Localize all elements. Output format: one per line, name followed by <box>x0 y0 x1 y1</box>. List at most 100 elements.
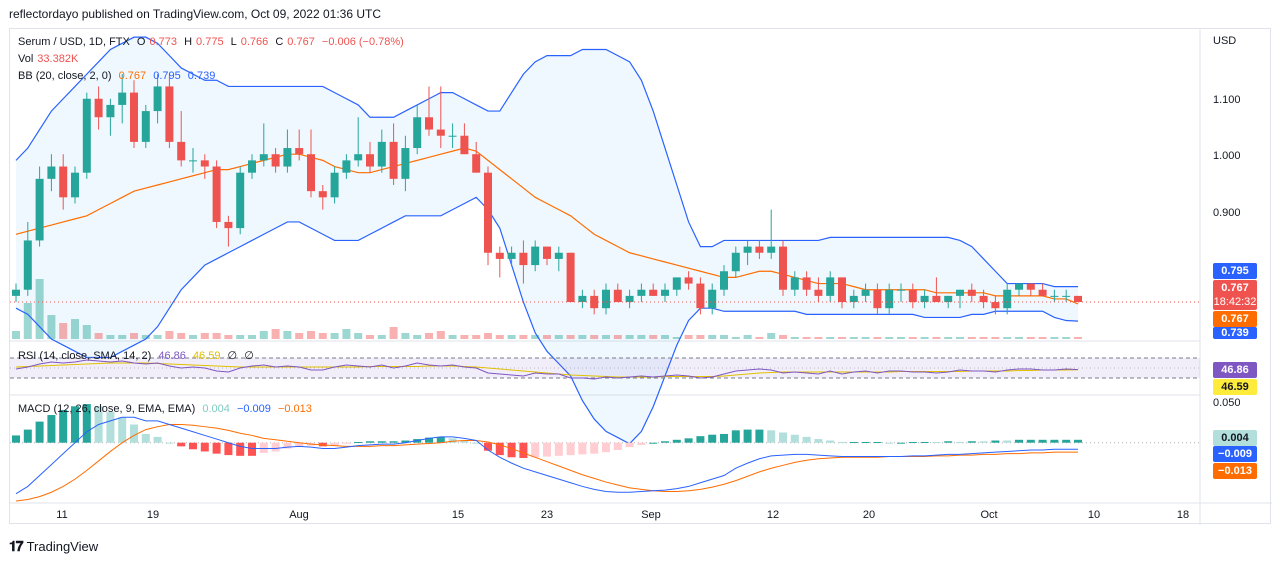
candle-body <box>224 221 233 229</box>
bb-lower-line <box>15 196 1079 445</box>
volume-bar <box>1038 337 1047 339</box>
candle-body <box>141 111 150 142</box>
macd-hist-bar <box>802 436 811 443</box>
candle-body <box>47 166 56 179</box>
macd-hist-bar <box>82 404 91 443</box>
macd-hist-bar <box>979 441 988 443</box>
macd-label[interactable]: MACD (12, 26, close, 9, EMA, EMA) <box>18 403 196 415</box>
macd-hist-bar <box>389 441 398 443</box>
macd-hist-bar <box>1038 439 1047 443</box>
volume-bar <box>720 335 728 339</box>
chart-frame[interactable]: 11 19 Aug 15 23 Sep 12 20 Oct 10 18 Serum / USD, 1… <box>9 28 1272 525</box>
candle-body <box>932 295 941 303</box>
publish-caption: reflectordayo published on TradingView.c… <box>9 7 381 21</box>
candle-body <box>307 154 315 192</box>
candle-body <box>543 246 551 259</box>
volume-bar <box>35 279 44 339</box>
volume-bar <box>377 335 386 339</box>
bb-label[interactable]: BB (20, close, 2, 0) <box>18 70 112 82</box>
macd-hist-bar <box>743 429 752 443</box>
volume-bar <box>248 335 256 339</box>
symbol-label[interactable]: Serum / USD, 1D, FTX <box>18 36 130 48</box>
candle-body <box>94 98 103 118</box>
candle-body <box>731 252 740 272</box>
macd-hist-bar <box>637 442 646 445</box>
time-tick: Sep <box>641 509 661 521</box>
macd-hist-bar <box>967 441 976 443</box>
macd-hist-bar <box>602 442 610 453</box>
volume-bar <box>366 335 374 339</box>
macd-hist-bar <box>259 442 268 453</box>
volume-bar <box>554 335 563 339</box>
price-tick: 1.000 <box>1213 150 1241 162</box>
time-tick: 18 <box>1177 509 1189 521</box>
ohlc-values: O 0.773 H 0.775 L 0.766 C 0.767 −0.006 (−0.7… <box>136 36 404 48</box>
candle-body <box>330 172 339 198</box>
volume-bar <box>661 335 669 339</box>
volume-bar <box>849 337 858 339</box>
time-tick: 19 <box>147 509 159 521</box>
rsi-badge: 46.86 <box>1213 362 1257 378</box>
candle-body <box>602 289 610 309</box>
volume-bar <box>153 335 162 339</box>
volume-bar <box>908 337 917 339</box>
rsi-line <box>15 359 1079 380</box>
chart-canvas[interactable]: 11 19 Aug 15 23 Sep 12 20 Oct 10 18 <box>10 29 1272 525</box>
candle-body <box>956 289 964 296</box>
macd-hist-bar <box>826 440 835 443</box>
volume-bar <box>307 331 315 339</box>
rsi-sma-badge: 46.59 <box>1213 379 1257 395</box>
tradingview-brand[interactable]: 𝟏𝟕 TradingView <box>9 538 98 555</box>
macd-hist-bar <box>755 429 764 443</box>
candle-body <box>71 172 79 198</box>
time-tick: 15 <box>452 509 464 521</box>
volume-bar <box>779 335 787 339</box>
volume-bar <box>94 333 103 339</box>
macd-hist-bar <box>23 429 32 443</box>
candle-body <box>248 160 256 173</box>
volume-bar <box>342 329 351 339</box>
macd-hist-bar <box>956 441 964 443</box>
volume-bar <box>672 337 681 339</box>
macd-hist-bar <box>401 440 410 443</box>
candle-body <box>743 246 752 253</box>
rsi-band-fill <box>10 358 1200 378</box>
volume-bar <box>861 337 870 339</box>
candle-body <box>295 148 304 155</box>
candle-body <box>649 289 658 296</box>
macd-hist-bar <box>838 441 846 443</box>
volume-bar <box>613 335 622 339</box>
macd-hist-bar <box>590 442 599 454</box>
volume-bar <box>1074 337 1082 339</box>
macd-hist-bar <box>613 442 622 450</box>
volume-bar <box>177 333 186 339</box>
last-price-badge: 0.767 <box>1213 280 1257 296</box>
candle-body <box>130 92 138 142</box>
macd-hist-bar <box>59 409 68 443</box>
macd-hist-bar <box>200 442 209 452</box>
volume-bar <box>944 337 953 339</box>
macd-badge: −0.009 <box>1213 446 1257 462</box>
volume-bar <box>141 335 150 339</box>
time-tick: 10 <box>1088 509 1100 521</box>
macd-hist-bar <box>248 442 256 456</box>
volume-bar <box>118 335 127 339</box>
volume-bar <box>295 333 304 339</box>
volume-bar <box>967 337 976 339</box>
candle-body <box>472 154 481 173</box>
brand-name: TradingView <box>26 539 99 554</box>
rsi-label[interactable]: RSI (14, close, SMA, 14, 2) <box>18 350 152 362</box>
bb-band-fill <box>16 37 1078 444</box>
candle-body <box>1062 295 1071 297</box>
volume-bar <box>543 335 551 339</box>
macd-hist-bar <box>425 437 433 443</box>
volume-bar <box>330 333 339 339</box>
main-legend: Serum / USD, 1D, FTX O 0.773 H 0.775 L 0.76… <box>18 36 412 48</box>
volume-bar <box>767 333 776 339</box>
volume-bar <box>130 333 138 339</box>
macd-hist-bar <box>283 442 292 449</box>
price-axis-currency: USD <box>1213 35 1237 47</box>
volume-bar <box>200 333 209 339</box>
volume-bar <box>71 319 79 339</box>
volume-bar <box>82 325 91 339</box>
